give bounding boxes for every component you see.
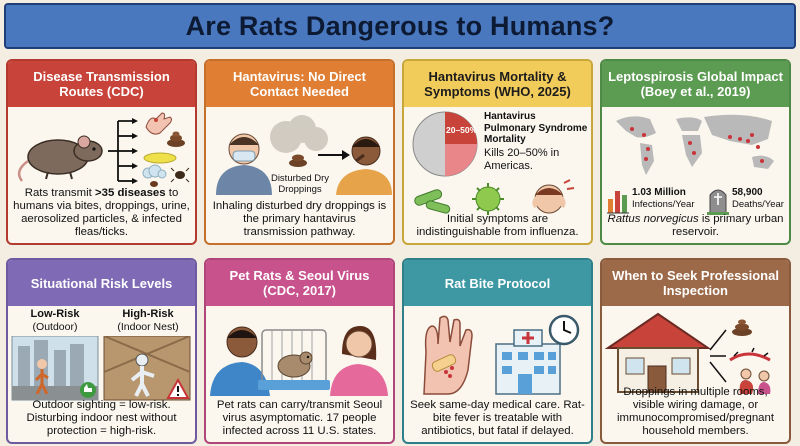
- high-risk-sub: (Indoor Nest): [117, 321, 179, 333]
- inspect-text: Droppings in multiple rooms, visible wir…: [616, 386, 774, 437]
- droppings-icon: [167, 131, 185, 147]
- card-hantavirus: Hantavirus: No Direct Contact Needed: [204, 59, 395, 245]
- card-header: When to Seek Professional Inspection: [602, 260, 789, 306]
- cage-rat-icon: [258, 329, 330, 390]
- wire-icon: [729, 347, 771, 362]
- card-inspection: When to Seek Professional Inspection: [600, 258, 791, 444]
- urine-icon: [143, 152, 177, 164]
- hazmat-icon: [130, 353, 155, 397]
- droppings-label: Disturbed Dry Droppings: [270, 173, 330, 195]
- page-title: Are Rats Dangerous to Humans?: [185, 10, 615, 41]
- card-header: Hantavirus: No Direct Contact Needed: [206, 61, 393, 107]
- risk-illustration: [11, 336, 191, 401]
- bar-chart-icon: [607, 191, 629, 214]
- flea-icon: [150, 181, 158, 187]
- symptoms-illustration: [414, 179, 575, 215]
- hand-icon: [145, 112, 172, 135]
- infections-label: Infections/Year: [632, 199, 695, 210]
- low-risk-sub: (Outdoor): [32, 321, 78, 333]
- bite-illustration: [423, 314, 580, 395]
- world-map-icon: [616, 114, 774, 175]
- pet-illustration: [210, 326, 388, 396]
- pet-owner-icon: [210, 326, 270, 396]
- syndrome-label: Hantavirus Pulmonary Syndrome Mortality: [484, 111, 588, 145]
- card-header: Situational Risk Levels: [8, 260, 195, 306]
- bitten-hand-icon: [423, 315, 473, 395]
- low-risk-label: Low-Risk: [30, 308, 80, 320]
- hantavirus-illustration: [216, 115, 392, 195]
- bacteria-icon: [414, 189, 451, 214]
- hospital-icon: [495, 329, 561, 395]
- disease-illustration: [17, 112, 190, 187]
- walking-person-icon: [34, 359, 49, 395]
- inspection-illustration: [604, 312, 771, 394]
- card-disease-transmission: Disease Transmission Routes (CDC): [6, 59, 197, 245]
- mask-person-icon: [216, 133, 272, 195]
- risk-text: Outdoor sighting = low-risk. Disturbing …: [26, 399, 177, 437]
- card-mortality: Hantavirus Mortality & Symptoms (WHO, 20…: [402, 59, 593, 245]
- sick-person-icon: [532, 179, 575, 214]
- dust-cloud: [270, 115, 328, 153]
- card-leptospirosis: Leptospirosis Global Impact (Boey et al.…: [600, 59, 791, 245]
- house-icon: [604, 312, 712, 393]
- droppings-icon: [732, 319, 752, 336]
- card-header: Pet Rats & Seoul Virus (CDC, 2017): [206, 260, 393, 306]
- rat-icon: [17, 135, 103, 182]
- pie-chart-icon: [412, 111, 478, 177]
- clock-icon: [548, 314, 580, 346]
- lepto-text: Rattus norvegicus is primary urban reser…: [607, 213, 784, 238]
- kills-label: Kills 20–50% in Americas.: [484, 147, 560, 172]
- coughing-person-icon: [336, 136, 392, 195]
- card-header: Disease Transmission Routes (CDC): [8, 61, 195, 107]
- card-rat-bite: Rat Bite Protocol Se: [402, 258, 593, 444]
- woman-icon: [330, 326, 388, 396]
- warning-icon: [166, 377, 190, 399]
- deaths-value: 58,900: [732, 187, 763, 198]
- bite-text: Seek same-day medical care. Rat-bite fev…: [410, 399, 585, 437]
- card-risk-levels: Situational Risk Levels Low-Risk (Outdoo…: [6, 258, 197, 444]
- card-header: Hantavirus Mortality & Symptoms (WHO, 20…: [404, 61, 591, 107]
- thumbs-up-icon: [80, 382, 96, 398]
- tombstone-icon: [707, 189, 729, 215]
- mortality-text: Initial symptoms are indistinguishable f…: [416, 213, 579, 238]
- pregnant-person-icon: [739, 368, 771, 394]
- card-header: Leptospirosis Global Impact (Boey et al.…: [602, 61, 789, 107]
- card-pet-rats: Pet Rats & Seoul Virus (CDC, 2017): [204, 258, 395, 444]
- high-risk-label: High-Risk: [122, 308, 174, 320]
- cloud-icon: [142, 164, 167, 179]
- deaths-label: Deaths/Year: [732, 199, 784, 210]
- disease-text: Rats transmit >35 diseases to humans via…: [13, 187, 190, 238]
- droppings-icon: [289, 154, 307, 167]
- infections-value: 1.03 Million: [632, 187, 686, 198]
- title-bar: Are Rats Dangerous to Humans?: [4, 3, 796, 49]
- hantavirus-text: Inhaling disturbed dry droppings is the …: [212, 200, 387, 238]
- card-header: Rat Bite Protocol: [404, 260, 591, 306]
- tick-icon: [170, 167, 190, 183]
- pie-label: 20–50%: [446, 125, 478, 135]
- virus-icon: [472, 183, 504, 215]
- pet-text: Pet rats can carry/transmit Seoul virus …: [216, 399, 383, 437]
